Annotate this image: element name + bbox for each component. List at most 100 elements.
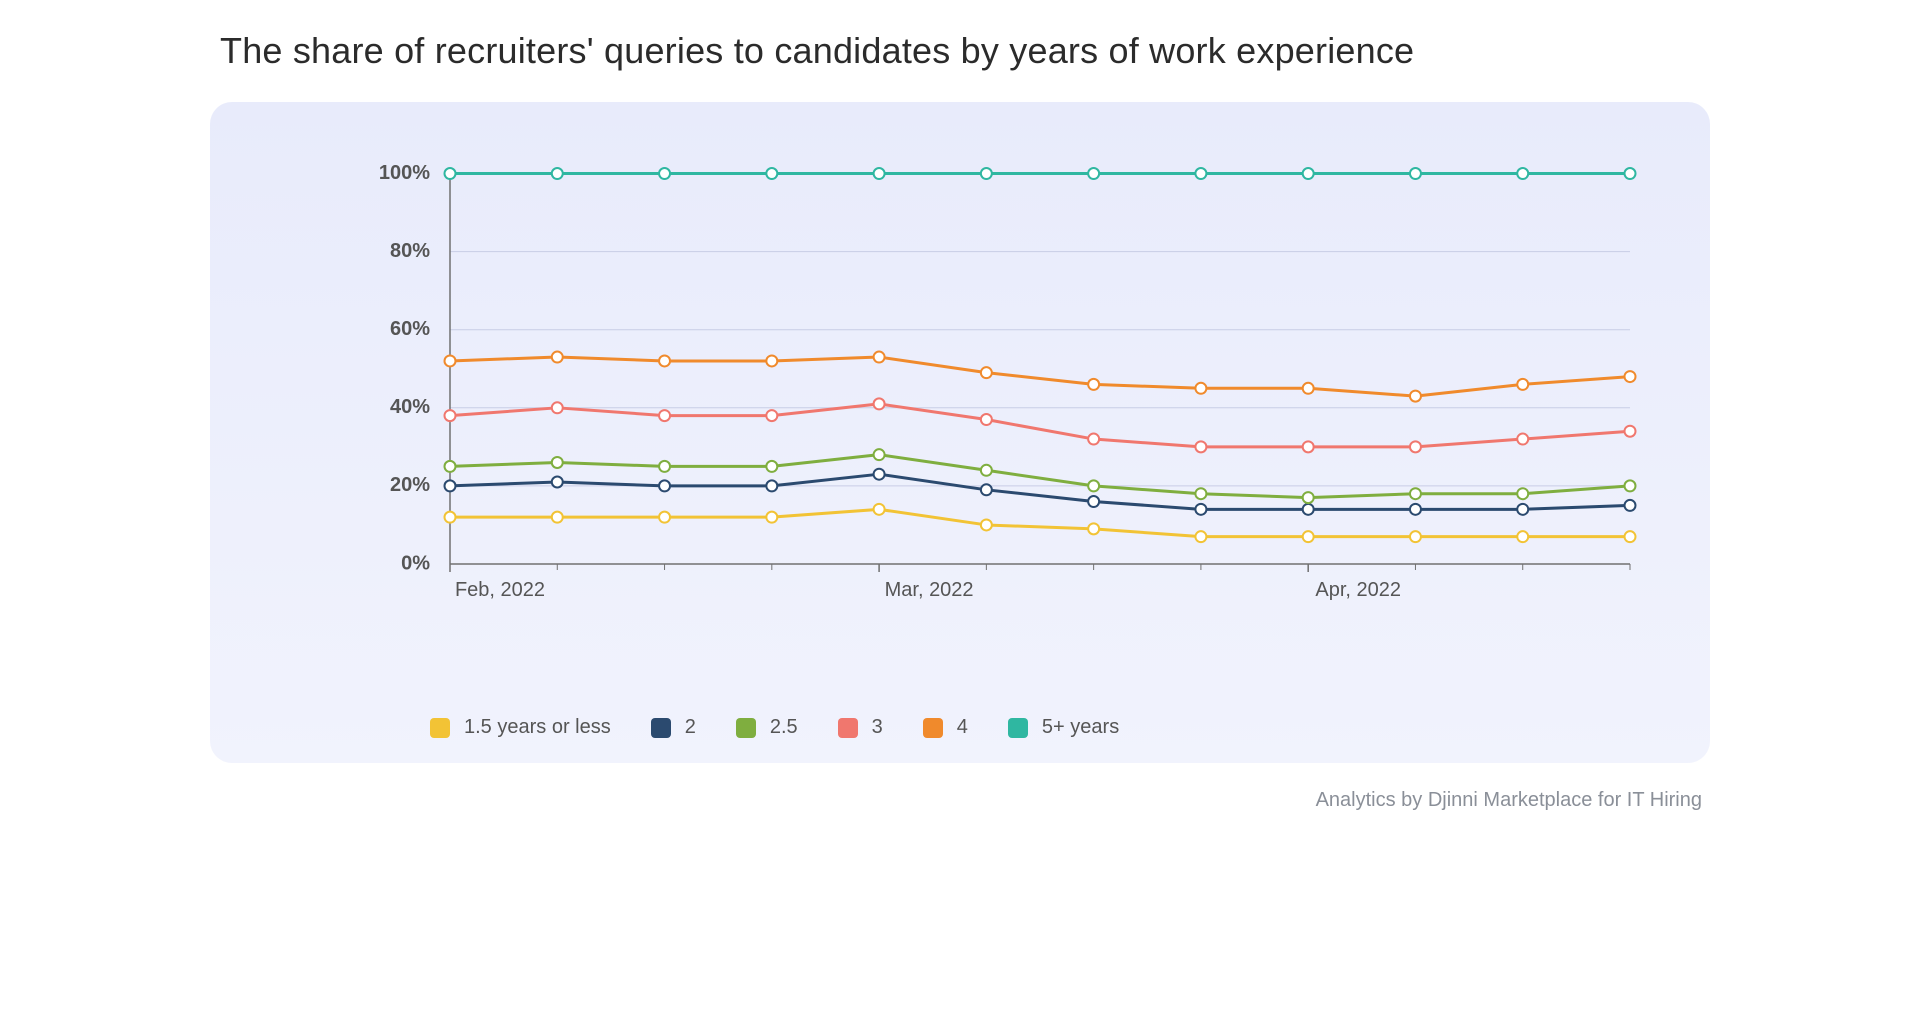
legend-label: 3 xyxy=(872,716,883,739)
legend-item-y25: 2.5 xyxy=(736,716,798,739)
series-line-y25 xyxy=(450,455,1630,498)
series-marker-y25 xyxy=(1195,488,1206,499)
chart-area: 0%20%40%60%80%100%Feb, 2022Mar, 2022Apr,… xyxy=(250,134,1670,694)
series-marker-y3 xyxy=(552,402,563,413)
series-marker-y5plus xyxy=(1088,168,1099,179)
legend-swatch xyxy=(651,718,671,738)
series-marker-y25 xyxy=(1410,488,1421,499)
series-marker-y4 xyxy=(1625,371,1636,382)
chart-card: 0%20%40%60%80%100%Feb, 2022Mar, 2022Apr,… xyxy=(210,102,1710,763)
series-marker-y15 xyxy=(766,512,777,523)
series-marker-y3 xyxy=(445,410,456,421)
series-marker-y5plus xyxy=(552,168,563,179)
legend-item-y15: 1.5 years or less xyxy=(430,716,611,739)
series-marker-y5plus xyxy=(874,168,885,179)
legend-item-y4: 4 xyxy=(923,716,968,739)
series-marker-y15 xyxy=(1625,531,1636,542)
series-marker-y25 xyxy=(981,465,992,476)
series-marker-y2 xyxy=(552,477,563,488)
series-marker-y2 xyxy=(1517,504,1528,515)
legend-swatch xyxy=(736,718,756,738)
series-marker-y2 xyxy=(1088,496,1099,507)
attribution-text: Analytics by Djinni Marketplace for IT H… xyxy=(210,789,1710,812)
series-marker-y2 xyxy=(1410,504,1421,515)
series-marker-y4 xyxy=(874,352,885,363)
legend-swatch xyxy=(923,718,943,738)
series-marker-y2 xyxy=(1195,504,1206,515)
series-marker-y15 xyxy=(552,512,563,523)
series-marker-y15 xyxy=(1195,531,1206,542)
series-marker-y5plus xyxy=(1625,168,1636,179)
series-marker-y3 xyxy=(659,410,670,421)
series-marker-y2 xyxy=(1625,500,1636,511)
series-marker-y4 xyxy=(981,367,992,378)
series-marker-y25 xyxy=(874,449,885,460)
series-marker-y25 xyxy=(1625,480,1636,491)
series-marker-y4 xyxy=(766,355,777,366)
series-marker-y2 xyxy=(874,469,885,480)
legend-swatch xyxy=(838,718,858,738)
series-marker-y5plus xyxy=(659,168,670,179)
series-marker-y25 xyxy=(1088,480,1099,491)
series-marker-y2 xyxy=(981,484,992,495)
line-chart-svg: 0%20%40%60%80%100%Feb, 2022Mar, 2022Apr,… xyxy=(250,134,1650,644)
series-marker-y15 xyxy=(874,504,885,515)
series-marker-y5plus xyxy=(1517,168,1528,179)
legend-label: 4 xyxy=(957,716,968,739)
series-marker-y4 xyxy=(1088,379,1099,390)
series-marker-y2 xyxy=(766,480,777,491)
series-marker-y4 xyxy=(552,352,563,363)
series-marker-y5plus xyxy=(766,168,777,179)
series-marker-y25 xyxy=(766,461,777,472)
x-tick-label: Feb, 2022 xyxy=(455,579,545,601)
y-tick-label: 40% xyxy=(390,396,430,418)
x-tick-label: Apr, 2022 xyxy=(1315,579,1401,601)
series-marker-y25 xyxy=(1517,488,1528,499)
series-marker-y3 xyxy=(1625,426,1636,437)
y-tick-label: 20% xyxy=(390,474,430,496)
series-marker-y15 xyxy=(1517,531,1528,542)
series-marker-y5plus xyxy=(1410,168,1421,179)
legend-item-y2: 2 xyxy=(651,716,696,739)
series-marker-y3 xyxy=(874,398,885,409)
series-marker-y25 xyxy=(1303,492,1314,503)
legend-label: 1.5 years or less xyxy=(464,716,611,739)
series-marker-y15 xyxy=(1303,531,1314,542)
series-marker-y15 xyxy=(659,512,670,523)
legend-label: 2 xyxy=(685,716,696,739)
series-marker-y3 xyxy=(1088,434,1099,445)
series-line-y4 xyxy=(450,357,1630,396)
series-marker-y2 xyxy=(1303,504,1314,515)
chart-title: The share of recruiters' queries to cand… xyxy=(210,30,1710,72)
legend-label: 2.5 xyxy=(770,716,798,739)
series-marker-y2 xyxy=(445,480,456,491)
series-marker-y15 xyxy=(1410,531,1421,542)
series-marker-y25 xyxy=(445,461,456,472)
series-marker-y4 xyxy=(1517,379,1528,390)
series-marker-y15 xyxy=(1088,523,1099,534)
series-marker-y15 xyxy=(981,519,992,530)
series-marker-y3 xyxy=(1410,441,1421,452)
series-marker-y4 xyxy=(659,355,670,366)
series-marker-y5plus xyxy=(1195,168,1206,179)
series-marker-y4 xyxy=(445,355,456,366)
series-marker-y4 xyxy=(1410,391,1421,402)
y-tick-label: 100% xyxy=(379,162,430,184)
x-tick-label: Mar, 2022 xyxy=(885,579,974,601)
legend: 1.5 years or less 2 2.5 3 4 5+ years xyxy=(250,694,1670,739)
series-line-y3 xyxy=(450,404,1630,447)
series-marker-y3 xyxy=(981,414,992,425)
series-marker-y3 xyxy=(1195,441,1206,452)
legend-label: 5+ years xyxy=(1042,716,1119,739)
legend-swatch xyxy=(1008,718,1028,738)
series-marker-y4 xyxy=(1303,383,1314,394)
series-marker-y5plus xyxy=(1303,168,1314,179)
series-marker-y5plus xyxy=(981,168,992,179)
series-marker-y25 xyxy=(659,461,670,472)
series-marker-y15 xyxy=(445,512,456,523)
series-marker-y5plus xyxy=(445,168,456,179)
y-tick-label: 60% xyxy=(390,318,430,340)
series-marker-y3 xyxy=(1303,441,1314,452)
y-tick-label: 0% xyxy=(401,552,430,574)
legend-item-y3: 3 xyxy=(838,716,883,739)
